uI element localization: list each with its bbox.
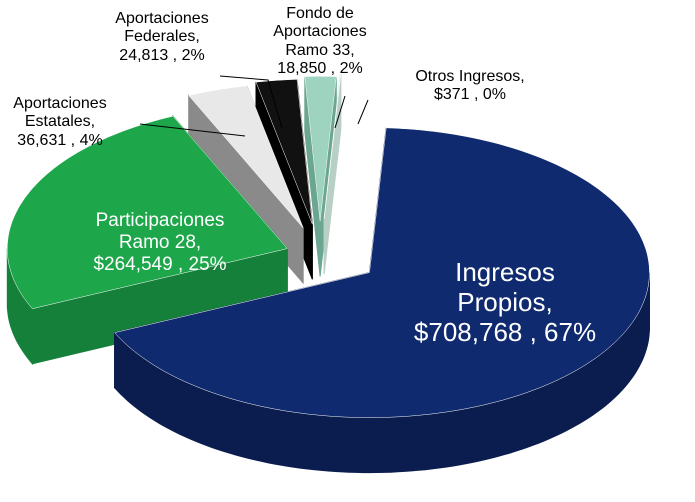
slice (255, 79, 313, 225)
data-label: Aportaciones Federales, 24,813 , 2% (97, 10, 227, 65)
data-label: Aportaciones Estatales, 36,631 , 4% (0, 95, 120, 150)
slice (7, 115, 288, 309)
leader-line (219, 75, 283, 129)
data-label: Otros Ingresos, $371 , 0% (385, 68, 555, 105)
leader-line (139, 123, 246, 137)
slice (304, 76, 337, 222)
category-label: Aportaciones Federales, (115, 10, 209, 46)
category-label: Participaciones Ramo 28, (95, 210, 225, 253)
value-label: $264,549 , 25% (93, 253, 227, 275)
slice (114, 127, 650, 418)
category-label: Aportaciones Estatales, (13, 95, 107, 131)
value-label: $708,768 , 67% (413, 316, 597, 347)
slice (323, 73, 342, 219)
value-label: $371 , 0% (433, 86, 507, 104)
value-label: 24,813 , 2% (119, 46, 205, 64)
category-label: Ingresos Propios, (455, 257, 555, 317)
leader-line (357, 99, 369, 125)
value-label: 36,631 , 4% (17, 131, 103, 149)
data-label: Fondo de Aportaciones Ramo 33, 18,850 , … (265, 5, 375, 79)
category-label: Fondo de Aportaciones Ramo 33, (273, 5, 367, 59)
data-label: Participaciones Ramo 28, $264,549 , 25% (75, 210, 245, 276)
leader-line (334, 95, 346, 129)
value-label: 18,850 , 2% (277, 60, 363, 78)
category-label: Otros Ingresos, (415, 68, 525, 85)
data-label: Ingresos Propios, $708,768 , 67% (405, 257, 605, 348)
slice (188, 85, 304, 229)
